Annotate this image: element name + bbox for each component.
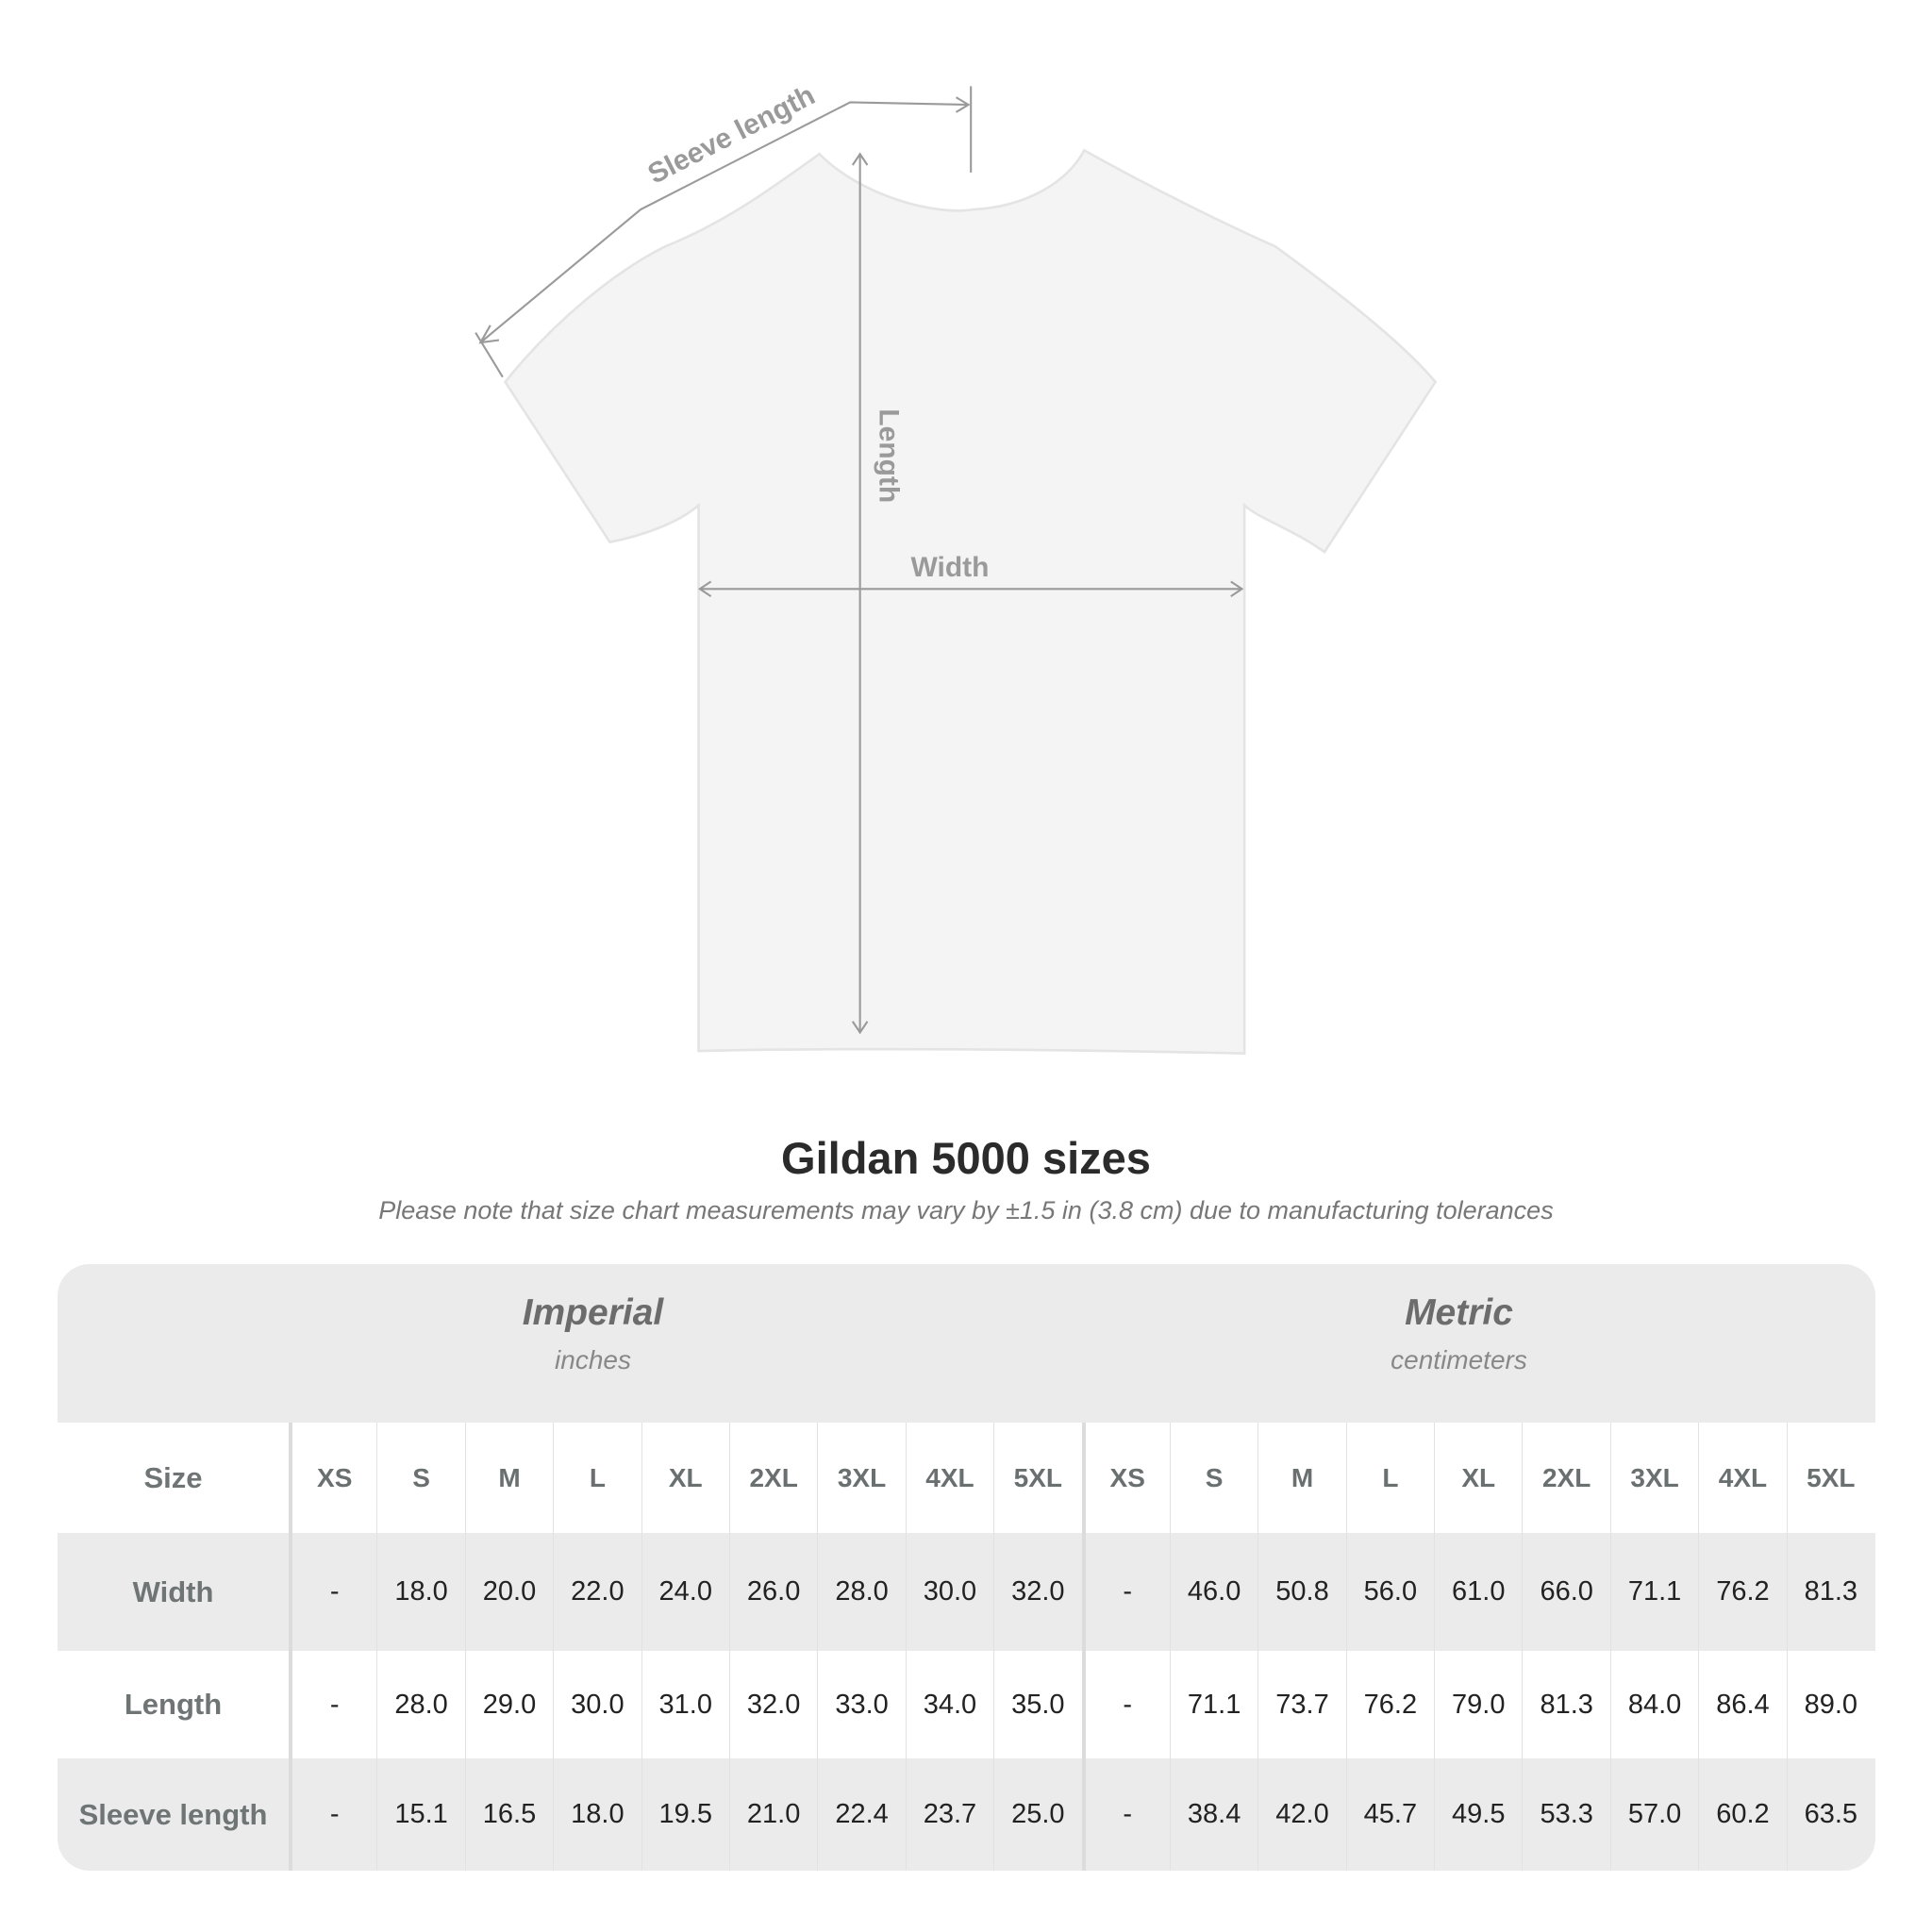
imperial-unit: inches <box>555 1345 631 1374</box>
value-cell: 45.7 <box>1345 1758 1434 1871</box>
value-cell: - <box>1081 1533 1170 1651</box>
metric-title: Metric <box>1405 1292 1513 1333</box>
value-cell: 84.0 <box>1609 1651 1698 1758</box>
size-table: Imperial inches Metric centimeters Size X… <box>58 1264 1875 1871</box>
value-cell: 21.0 <box>728 1758 817 1871</box>
value-cell: 28.0 <box>817 1533 905 1651</box>
value-cell: 32.0 <box>728 1651 817 1758</box>
value-cell: 19.5 <box>641 1758 729 1871</box>
size-header-cell: XS <box>1081 1423 1170 1533</box>
value-cell: 23.7 <box>905 1758 993 1871</box>
value-cell: 57.0 <box>1609 1758 1698 1871</box>
measurement-lines <box>475 86 1244 1035</box>
size-header-label: Size <box>143 1460 203 1494</box>
size-header-cell: 4XL <box>905 1423 993 1533</box>
row-label: Width <box>132 1574 214 1608</box>
size-header-cell: XS <box>289 1423 376 1533</box>
value-cell: 34.0 <box>905 1651 993 1758</box>
size-header-cell: 5XL <box>993 1423 1081 1533</box>
length-label: Length <box>874 408 905 503</box>
value-cell: 22.0 <box>553 1533 641 1651</box>
size-header-cell: M <box>1257 1423 1345 1533</box>
value-cell: - <box>289 1533 376 1651</box>
value-cell: 20.0 <box>464 1533 553 1651</box>
value-cell: - <box>289 1758 376 1871</box>
size-header-cell: L <box>553 1423 641 1533</box>
size-header-cell: 2XL <box>728 1423 817 1533</box>
value-cell: 42.0 <box>1257 1758 1345 1871</box>
value-cell: 76.2 <box>1345 1651 1434 1758</box>
size-header-cell: M <box>464 1423 553 1533</box>
value-cell: 30.0 <box>553 1651 641 1758</box>
value-cell: - <box>1081 1758 1170 1871</box>
value-cell: - <box>1081 1651 1170 1758</box>
width-label: Width <box>910 552 989 583</box>
value-cell: 25.0 <box>993 1758 1081 1871</box>
value-cell: 28.0 <box>376 1651 464 1758</box>
metric-header: Metric centimeters <box>1062 1292 1856 1375</box>
table-row: Width -18.0 20.0 22.0 24.0 26.0 28.0 30.0 32.0-4… <box>58 1533 1875 1651</box>
size-header-row: Size XS S M L XL 2XL 3XL 4XL 5XL XS S M L XL 2XL 3XL 4XL 5… <box>58 1423 1875 1533</box>
value-cell: 35.0 <box>993 1651 1081 1758</box>
value-cell: 16.5 <box>464 1758 553 1871</box>
imperial-header: Imperial inches <box>196 1292 990 1375</box>
value-cell: 60.2 <box>1698 1758 1786 1871</box>
value-cell: 18.0 <box>553 1758 641 1871</box>
value-cell: 66.0 <box>1522 1533 1609 1651</box>
value-cell: 30.0 <box>905 1533 993 1651</box>
value-cell: 61.0 <box>1434 1533 1522 1651</box>
value-cell: 56.0 <box>1345 1533 1434 1651</box>
size-header-cell: 3XL <box>1609 1423 1698 1533</box>
value-cell: 26.0 <box>728 1533 817 1651</box>
value-cell: 24.0 <box>641 1533 729 1651</box>
table-row: Length -28.0 29.0 30.0 31.0 32.0 33.0 34.0 35.0-… <box>58 1651 1875 1758</box>
value-cell: 63.5 <box>1786 1758 1874 1871</box>
size-header-cell: S <box>376 1423 464 1533</box>
size-header-cell: 4XL <box>1698 1423 1786 1533</box>
table-row: Sleeve length -15.1 16.5 18.0 19.5 21.0 22.4 23… <box>58 1758 1875 1871</box>
value-cell: 18.0 <box>376 1533 464 1651</box>
size-header-cell: 2XL <box>1522 1423 1609 1533</box>
value-cell: 89.0 <box>1786 1651 1874 1758</box>
value-cell: 29.0 <box>464 1651 553 1758</box>
value-cell: 73.7 <box>1257 1651 1345 1758</box>
row-label: Length <box>124 1688 223 1721</box>
size-header-cell: XL <box>1434 1423 1522 1533</box>
value-cell: 53.3 <box>1522 1758 1609 1871</box>
value-cell: - <box>289 1651 376 1758</box>
value-cell: 22.4 <box>817 1758 905 1871</box>
size-header-cell: 3XL <box>817 1423 905 1533</box>
value-cell: 31.0 <box>641 1651 729 1758</box>
value-cell: 32.0 <box>993 1533 1081 1651</box>
size-header-cell: L <box>1345 1423 1434 1533</box>
value-cell: 76.2 <box>1698 1533 1786 1651</box>
row-label: Sleeve length <box>78 1797 268 1831</box>
tshirt-diagram: Sleeve length Length Width <box>475 79 1438 1056</box>
value-cell: 46.0 <box>1169 1533 1257 1651</box>
metric-unit: centimeters <box>1391 1345 1527 1374</box>
value-cell: 81.3 <box>1522 1651 1609 1758</box>
size-header-cell: 5XL <box>1786 1423 1874 1533</box>
value-cell: 81.3 <box>1786 1533 1874 1651</box>
value-cell: 33.0 <box>817 1651 905 1758</box>
tshirt-shape <box>503 148 1438 1056</box>
tolerance-note: Please note that size chart measurements… <box>378 1196 1554 1224</box>
value-cell: 15.1 <box>376 1758 464 1871</box>
page-title: Gildan 5000 sizes <box>781 1133 1151 1183</box>
value-cell: 79.0 <box>1434 1651 1522 1758</box>
value-cell: 38.4 <box>1169 1758 1257 1871</box>
value-cell: 71.1 <box>1609 1533 1698 1651</box>
size-header-cell: XL <box>641 1423 729 1533</box>
value-cell: 86.4 <box>1698 1651 1786 1758</box>
value-cell: 50.8 <box>1257 1533 1345 1651</box>
table-header: Imperial inches Metric centimeters <box>58 1264 1875 1423</box>
size-header-cell: S <box>1169 1423 1257 1533</box>
value-cell: 71.1 <box>1169 1651 1257 1758</box>
value-cell: 49.5 <box>1434 1758 1522 1871</box>
imperial-title: Imperial <box>522 1292 664 1333</box>
